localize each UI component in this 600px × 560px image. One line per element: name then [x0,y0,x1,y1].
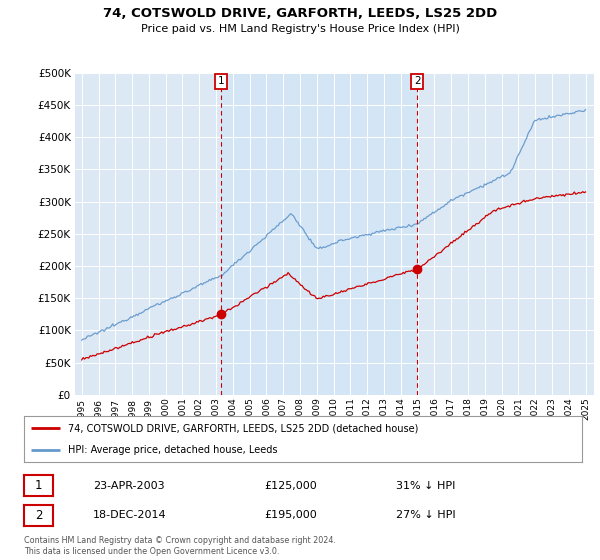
Text: 1: 1 [35,479,42,492]
Text: £125,000: £125,000 [264,480,317,491]
Text: 2: 2 [414,76,421,86]
Text: 27% ↓ HPI: 27% ↓ HPI [396,510,455,520]
Bar [221,73,417,395]
Text: 23-APR-2003: 23-APR-2003 [93,480,164,491]
Text: 18-DEC-2014: 18-DEC-2014 [93,510,167,520]
Text: 74, COTSWOLD DRIVE, GARFORTH, LEEDS, LS25 2DD (detached house): 74, COTSWOLD DRIVE, GARFORTH, LEEDS, LS2… [68,423,418,433]
Text: Contains HM Land Registry data © Crown copyright and database right 2024.
This d: Contains HM Land Registry data © Crown c… [24,536,336,556]
Text: 74, COTSWOLD DRIVE, GARFORTH, LEEDS, LS25 2DD: 74, COTSWOLD DRIVE, GARFORTH, LEEDS, LS2… [103,7,497,20]
Text: 2: 2 [35,508,42,522]
Text: £195,000: £195,000 [264,510,317,520]
Text: HPI: Average price, detached house, Leeds: HPI: Average price, detached house, Leed… [68,445,277,455]
Text: 1: 1 [218,76,224,86]
Text: Price paid vs. HM Land Registry's House Price Index (HPI): Price paid vs. HM Land Registry's House … [140,24,460,34]
Text: 31% ↓ HPI: 31% ↓ HPI [396,480,455,491]
